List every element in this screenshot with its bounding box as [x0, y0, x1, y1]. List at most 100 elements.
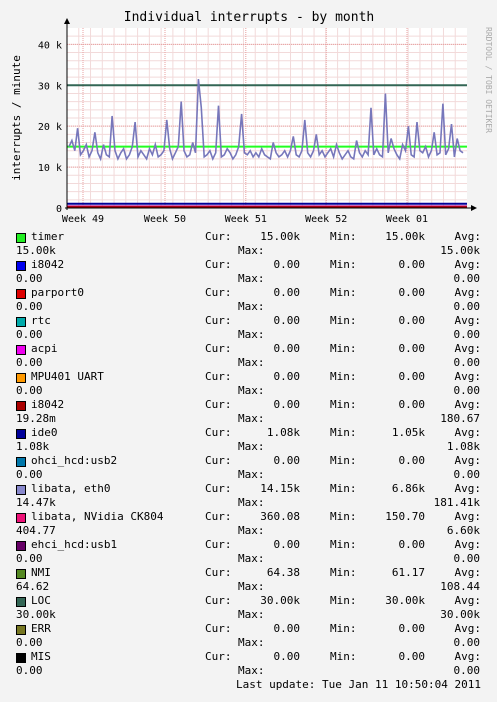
avg-value: 15.00k: [16, 244, 56, 257]
y-tick-label: 20 k: [38, 122, 62, 133]
legend-series-name: MIS: [31, 650, 51, 663]
avg-label: Avg:: [454, 314, 482, 327]
min-label: Min:: [330, 650, 357, 663]
legend-series-name: LOC: [31, 594, 51, 607]
legend-swatch: [16, 457, 26, 467]
legend-row: ohci_hcd:usb2 Cur: 0.00 Min: 0.00 Avg: 0.00 Max…: [0, 454, 497, 482]
legend-series-name: libata, NVidia CK804: [31, 510, 164, 523]
min-label: Min:: [330, 314, 357, 327]
max-value: 0.00: [453, 552, 481, 565]
min-label: Min:: [330, 510, 357, 523]
min-value: 0.00: [398, 342, 426, 355]
y-tick-label: 0: [56, 204, 62, 215]
cur-label: Cur:: [205, 286, 232, 299]
legend-row: ide0 Cur: 1.08k Min: 1.05k Avg: 1.08k Max: 1.08k: [0, 426, 497, 454]
cur-value: 0.00: [273, 622, 301, 635]
legend-series-name: NMI: [31, 566, 51, 579]
min-label: Min:: [330, 482, 357, 495]
cur-label: Cur:: [205, 426, 232, 439]
cur-label: Cur:: [205, 370, 232, 383]
avg-label: Avg:: [454, 286, 482, 299]
avg-label: Avg:: [454, 622, 482, 635]
max-value: 0.00: [453, 356, 481, 369]
avg-label: Avg:: [454, 426, 482, 439]
max-label: Max:: [238, 300, 265, 313]
series-group: [67, 79, 467, 209]
cur-label: Cur:: [205, 594, 232, 607]
max-value: 0.00: [453, 636, 481, 649]
legend-series-name: acpi: [31, 342, 58, 355]
max-label: Max:: [238, 356, 265, 369]
max-value: 0.00: [453, 272, 481, 285]
y-tick-label: 40 k: [38, 40, 62, 51]
cur-label: Cur:: [205, 482, 232, 495]
max-label: Max:: [238, 272, 265, 285]
cur-label: Cur:: [205, 230, 232, 243]
legend-series-name: ehci_hcd:usb1: [31, 538, 118, 551]
min-value: 61.17: [391, 566, 425, 579]
cur-value: 30.00k: [260, 594, 300, 607]
avg-value: 19.28m: [16, 412, 56, 425]
cur-label: Cur:: [205, 258, 232, 271]
avg-label: Avg:: [454, 258, 482, 271]
max-value: 108.44: [440, 580, 480, 593]
legend-row: parport0 Cur: 0.00 Min: 0.00 Avg: 0.00 Max: 0.00: [0, 286, 497, 314]
min-label: Min:: [330, 258, 357, 271]
cur-label: Cur:: [205, 454, 232, 467]
cur-value: 1.08k: [266, 426, 300, 439]
avg-value: 0.00: [16, 468, 43, 481]
legend-swatch: [16, 569, 26, 579]
legend-series-name: libata, eth0: [31, 482, 111, 495]
cur-label: Cur:: [205, 538, 232, 551]
avg-value: 0.00: [16, 328, 43, 341]
chart-title: Individual interrupts - by month: [124, 10, 374, 25]
max-label: Max:: [238, 440, 265, 453]
avg-value: 404.77: [16, 524, 56, 537]
avg-label: Avg:: [454, 230, 482, 243]
rrdtool-watermark: RRDTOOL / TOBI OETIKER: [484, 27, 493, 133]
max-label: Max:: [238, 580, 265, 593]
max-label: Max:: [238, 328, 265, 341]
legend-row: i8042 Cur: 0.00 Min: 0.00 Avg: 19.28m Max: 180.6…: [0, 398, 497, 426]
min-value: 0.00: [398, 454, 426, 467]
avg-label: Avg:: [454, 594, 482, 607]
y-tick-label: 30 k: [38, 81, 62, 92]
cur-value: 360.08: [260, 510, 300, 523]
cur-label: Cur:: [205, 510, 232, 523]
max-value: 30.00k: [440, 608, 480, 621]
cur-label: Cur:: [205, 622, 232, 635]
legend-row: LOC Cur: 30.00k Min: 30.00k Avg: 30.00k Max: 30.…: [0, 594, 497, 622]
legend-row: MIS Cur: 0.00 Min: 0.00 Avg: 0.00 Max: 0.00: [0, 650, 497, 678]
min-value: 6.86k: [391, 482, 425, 495]
legend-swatch: [16, 429, 26, 439]
cur-value: 0.00: [273, 454, 301, 467]
max-label: Max:: [238, 496, 265, 509]
legend-row: acpi Cur: 0.00 Min: 0.00 Avg: 0.00 Max: 0.00: [0, 342, 497, 370]
legend-row: i8042 Cur: 0.00 Min: 0.00 Avg: 0.00 Max: 0.00: [0, 258, 497, 286]
max-value: 6.60k: [446, 524, 480, 537]
cur-value: 0.00: [273, 650, 301, 663]
legend-row: ERR Cur: 0.00 Min: 0.00 Avg: 0.00 Max: 0.00: [0, 622, 497, 650]
legend-series-name: MPU401 UART: [31, 370, 104, 383]
min-label: Min:: [330, 230, 357, 243]
max-value: 1.08k: [446, 440, 480, 453]
legend-swatch: [16, 401, 26, 411]
avg-value: 14.47k: [16, 496, 56, 509]
x-tick-label: Week 49: [62, 214, 104, 225]
min-label: Min:: [330, 370, 357, 383]
cur-value: 0.00: [273, 398, 301, 411]
min-value: 1.05k: [391, 426, 425, 439]
min-value: 0.00: [398, 314, 426, 327]
cur-label: Cur:: [205, 566, 232, 579]
avg-value: 0.00: [16, 552, 43, 565]
min-value: 0.00: [398, 370, 426, 383]
min-label: Min:: [330, 426, 357, 439]
max-value: 0.00: [453, 664, 481, 677]
min-value: 15.00k: [385, 230, 425, 243]
max-value: 180.67: [440, 412, 480, 425]
max-value: 0.00: [453, 384, 481, 397]
max-label: Max:: [238, 608, 265, 621]
legend-swatch: [16, 653, 26, 663]
avg-label: Avg:: [454, 370, 482, 383]
